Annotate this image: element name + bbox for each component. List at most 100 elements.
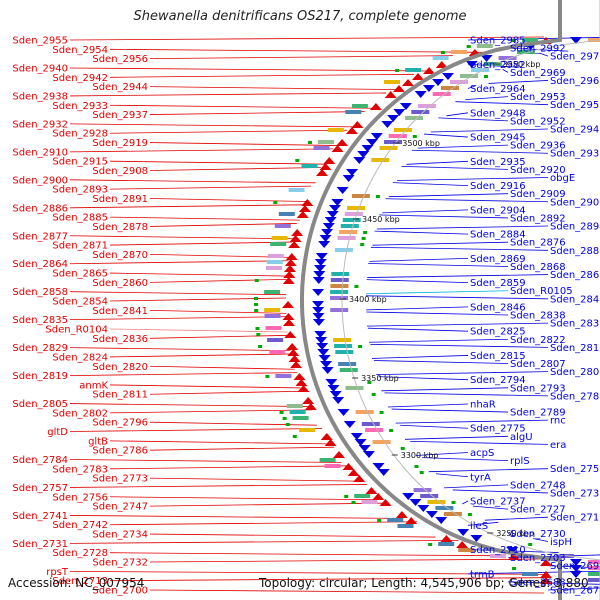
gene-label-left[interactable]: Sden_2885 [52,213,108,224]
gene-label-right[interactable]: ileS [470,521,488,532]
gene-label-right[interactable]: rnc [550,416,566,427]
gene-label-left[interactable]: Sden_2864 [12,259,68,270]
gene-label-left[interactable]: Sden_2893 [52,185,108,196]
gene-label-left[interactable]: Sden_2700 [92,586,148,597]
gene-label-left[interactable]: Sden_2741 [12,511,68,522]
gene-label-right[interactable]: Sden_2964 [470,84,526,95]
gene-label-left[interactable]: Sden_2728 [52,548,108,559]
gene-label-left[interactable]: Sden_R0104 [45,324,108,335]
gene-label-right[interactable]: Sden_2815 [470,351,526,362]
gene-label-right[interactable]: Sden_2936 [510,141,566,152]
gene-label-right[interactable]: Sden_2848 [550,294,600,305]
gene-label-right[interactable]: Sden_2825 [470,327,526,338]
gene-label-right[interactable]: Sden_2880 [550,246,600,257]
gene-label-left[interactable]: Sden_2805 [12,399,68,410]
gene-label-right[interactable]: Sden_2703 [510,553,566,564]
gene-label-right[interactable]: Sden_2807 [510,359,566,370]
gene-label-left[interactable]: Sden_2734 [92,530,148,541]
gene-label-right[interactable]: Sden_2688 [510,577,566,588]
gene-label-left[interactable]: gltB [88,436,108,447]
gene-label-left[interactable]: Sden_2865 [52,269,108,280]
gene-label-left[interactable]: anmK [79,380,108,391]
gene-label-right[interactable]: Sden_2846 [470,302,526,313]
gene-label-left[interactable]: Sden_2835 [12,315,68,326]
gene-label-left[interactable]: Sden_2819 [12,371,68,382]
gene-label-right[interactable]: Sden_2738 [550,488,600,499]
gene-label-left[interactable]: Sden_2878 [92,222,148,233]
gene-label-left[interactable]: gltD [47,427,68,438]
gene-label-right[interactable]: Sden_2992 [510,44,566,55]
gene-label-right[interactable]: Sden_2970 [550,52,600,63]
gene-label-right[interactable]: Sden_2789 [510,408,566,419]
gene-label-left[interactable]: Sden_2713 [52,576,108,587]
gene-label-right[interactable]: Sden_2788 [550,391,600,402]
gene-label-left[interactable]: Sden_2870 [92,250,148,261]
gene-label-right[interactable]: algU [510,432,533,443]
gene-label-right[interactable]: Sden_2710 [470,545,526,556]
gene-label-right[interactable]: Sden_2816 [550,343,600,354]
gene-label-right[interactable]: Sden_2948 [470,108,526,119]
gene-label-right[interactable]: Sden_2916 [470,181,526,192]
gene-label-right[interactable]: Sden_2892 [510,213,566,224]
gene-label-right[interactable]: Sden_2693 [550,561,600,572]
gene-label-right[interactable]: Sden_2868 [510,262,566,273]
gene-label-left[interactable]: Sden_2829 [12,343,68,354]
gene-label-left[interactable]: Sden_2877 [12,231,68,242]
gene-label-right[interactable]: Sden_2876 [510,238,566,249]
gene-label-left[interactable]: Sden_2944 [92,82,148,93]
gene-label-left[interactable]: Sden_2742 [52,520,108,531]
gene-label-right[interactable]: Sden_2869 [470,254,526,265]
gene-label-left[interactable]: Sden_2773 [92,474,148,485]
gene-label-left[interactable]: Sden_2938 [12,91,68,102]
gene-label-right[interactable]: Sden_2837 [550,319,600,330]
gene-label-right[interactable]: Sden_2909 [510,189,566,200]
gene-label-right[interactable]: Sden_2957 [550,100,600,111]
gene-label-right[interactable]: Sden_2737 [470,497,526,508]
gene-label-right[interactable]: Sden_2894 [550,222,600,233]
gene-label-right[interactable]: Sden_R0105 [510,286,573,297]
gene-label-left[interactable]: Sden_2919 [92,138,148,149]
gene-label-right[interactable]: Sden_2945 [470,133,526,144]
gene-label-right[interactable]: acpS [470,448,494,459]
gene-label-left[interactable]: Sden_2860 [92,278,148,289]
gene-label-left[interactable]: Sden_2811 [92,390,148,401]
gene-label-left[interactable]: Sden_2841 [92,306,148,317]
gene-label-left[interactable]: Sden_2854 [52,297,108,308]
gene-label-right[interactable]: Sden_2941 [550,124,600,135]
gene-label-left[interactable]: Sden_2836 [92,334,148,345]
gene-label-left[interactable]: Sden_2915 [52,157,108,168]
gene-label-right[interactable]: Sden_2935 [470,157,526,168]
gene-label-right[interactable]: nhaR [470,399,496,410]
gene-label-left[interactable]: Sden_2757 [12,483,68,494]
gene-label-left[interactable]: Sden_2824 [52,352,108,363]
gene-label-right[interactable]: Sden_2861 [550,270,600,281]
gene-label-right[interactable]: ispH [550,537,572,548]
gene-label-left[interactable]: Sden_2955 [12,36,68,47]
gene-label-right[interactable]: Sden_2717 [550,513,600,524]
gene-label-right[interactable]: Sden_2758 [550,464,600,475]
gene-label-left[interactable]: Sden_2900 [12,175,68,186]
gene-label-left[interactable]: Sden_2910 [12,147,68,158]
gene-label-left[interactable]: Sden_2933 [52,101,108,112]
gene-label-right[interactable]: Sden_2985 [470,36,526,47]
gene-label-right[interactable]: obgE [550,173,575,184]
gene-label-left[interactable]: Sden_2871 [52,241,108,252]
gene-label-right[interactable]: Sden_2902 [550,197,600,208]
gene-label-left[interactable]: Sden_2891 [92,194,148,205]
gene-label-right[interactable]: Sden_2775 [470,424,526,435]
gene-label-left[interactable]: Sden_2820 [92,362,148,373]
gene-label-right[interactable]: Sden_2952 [510,116,566,127]
gene-label-right[interactable]: Sden_2793 [510,383,566,394]
gene-label-left[interactable]: Sden_2932 [12,119,68,130]
gene-label-right[interactable]: Sden_2920 [510,165,566,176]
gene-label-left[interactable]: Sden_2956 [92,54,148,65]
gene-label-right[interactable]: era [550,440,566,451]
gene-label-left[interactable]: Sden_2886 [12,203,68,214]
gene-label-right[interactable]: Sden_2822 [510,335,566,346]
gene-label-left[interactable]: Sden_2796 [92,418,148,429]
gene-label-right[interactable]: Sden_2727 [510,505,566,516]
gene-label-left[interactable]: Sden_2784 [12,455,68,466]
gene-label-left[interactable]: Sden_2786 [92,446,148,457]
gene-label-right[interactable]: tyrA [470,472,491,483]
gene-label-left[interactable]: Sden_2858 [12,287,68,298]
